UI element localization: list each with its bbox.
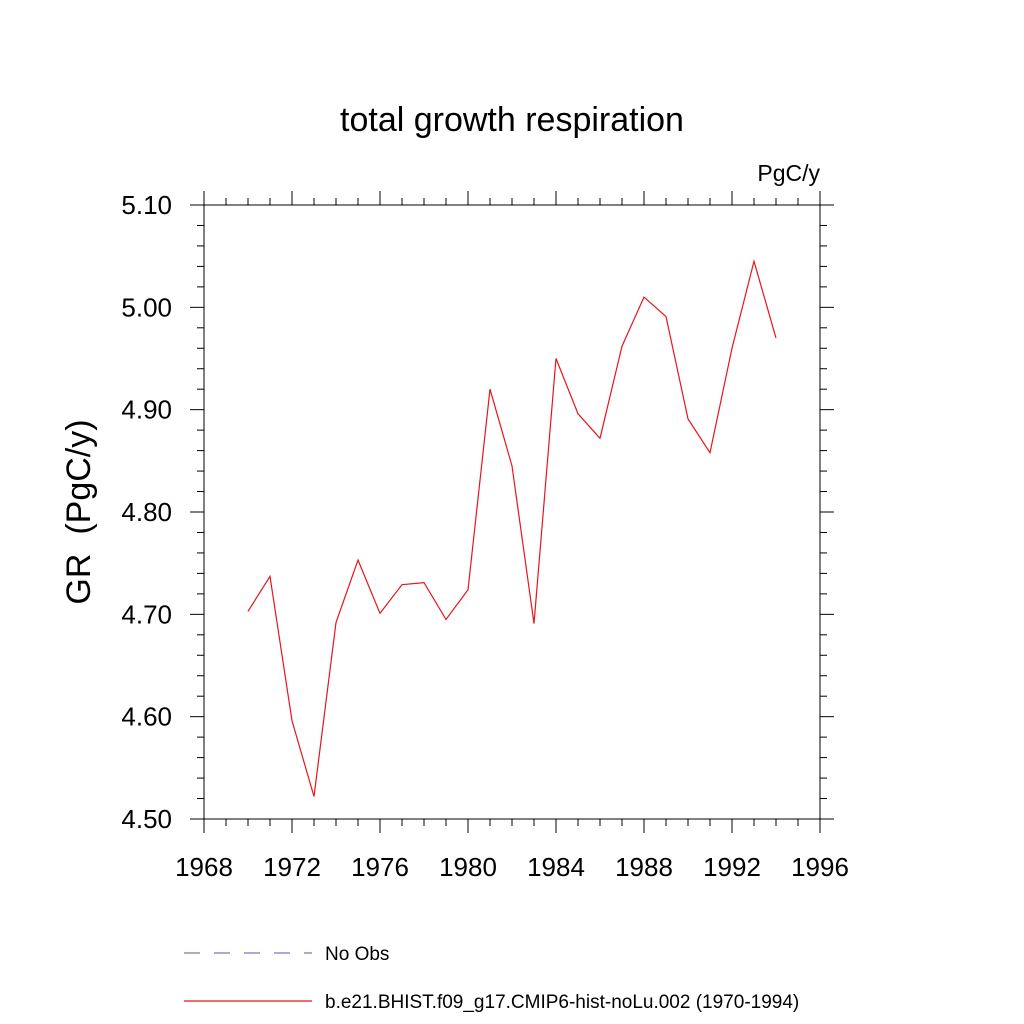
x-tick-label: 1968 <box>175 852 233 882</box>
x-tick-label: 1984 <box>527 852 585 882</box>
plot-border <box>203 204 821 820</box>
series-line-1 <box>247 258 777 797</box>
y-tick-label: 4.50 <box>121 804 172 834</box>
chart-title: total growth respiration <box>340 101 684 139</box>
x-tick-label: 1972 <box>263 852 321 882</box>
x-tick-label: 1988 <box>615 852 673 882</box>
y-tick-label: 4.60 <box>121 702 172 732</box>
x-tick-label: 1976 <box>351 852 409 882</box>
series-layer <box>247 258 777 797</box>
legend-label-0: No Obs <box>325 944 389 965</box>
x-tick-label: 1980 <box>439 852 497 882</box>
x-tick-label: 1996 <box>791 852 849 882</box>
legend-label-1: b.e21.BHIST.f09_g17.CMIP6-hist-noLu.002 … <box>325 992 799 1013</box>
y-tick-label: 5.10 <box>121 190 172 220</box>
x-axis: 1968 1972 1976 1980 1984 1988 1992 1996 <box>175 191 849 882</box>
plot-frame <box>203 204 821 820</box>
legend: No Obs b.e21.BHIST.f09_g17.CMIP6-hist-noL… <box>184 944 799 1013</box>
y-axis: 4.50 4.60 4.70 4.80 4.90 5.00 5.10 <box>121 190 834 834</box>
units-label: PgC/y <box>757 160 820 186</box>
y-axis-label: GR (PgC/y) <box>60 419 98 604</box>
y-tick-label: 4.90 <box>121 395 172 425</box>
y-tick-label: 4.70 <box>121 599 172 629</box>
y-tick-label: 5.00 <box>121 292 172 322</box>
x-tick-label: 1992 <box>703 852 761 882</box>
y-tick-label: 4.80 <box>121 497 172 527</box>
